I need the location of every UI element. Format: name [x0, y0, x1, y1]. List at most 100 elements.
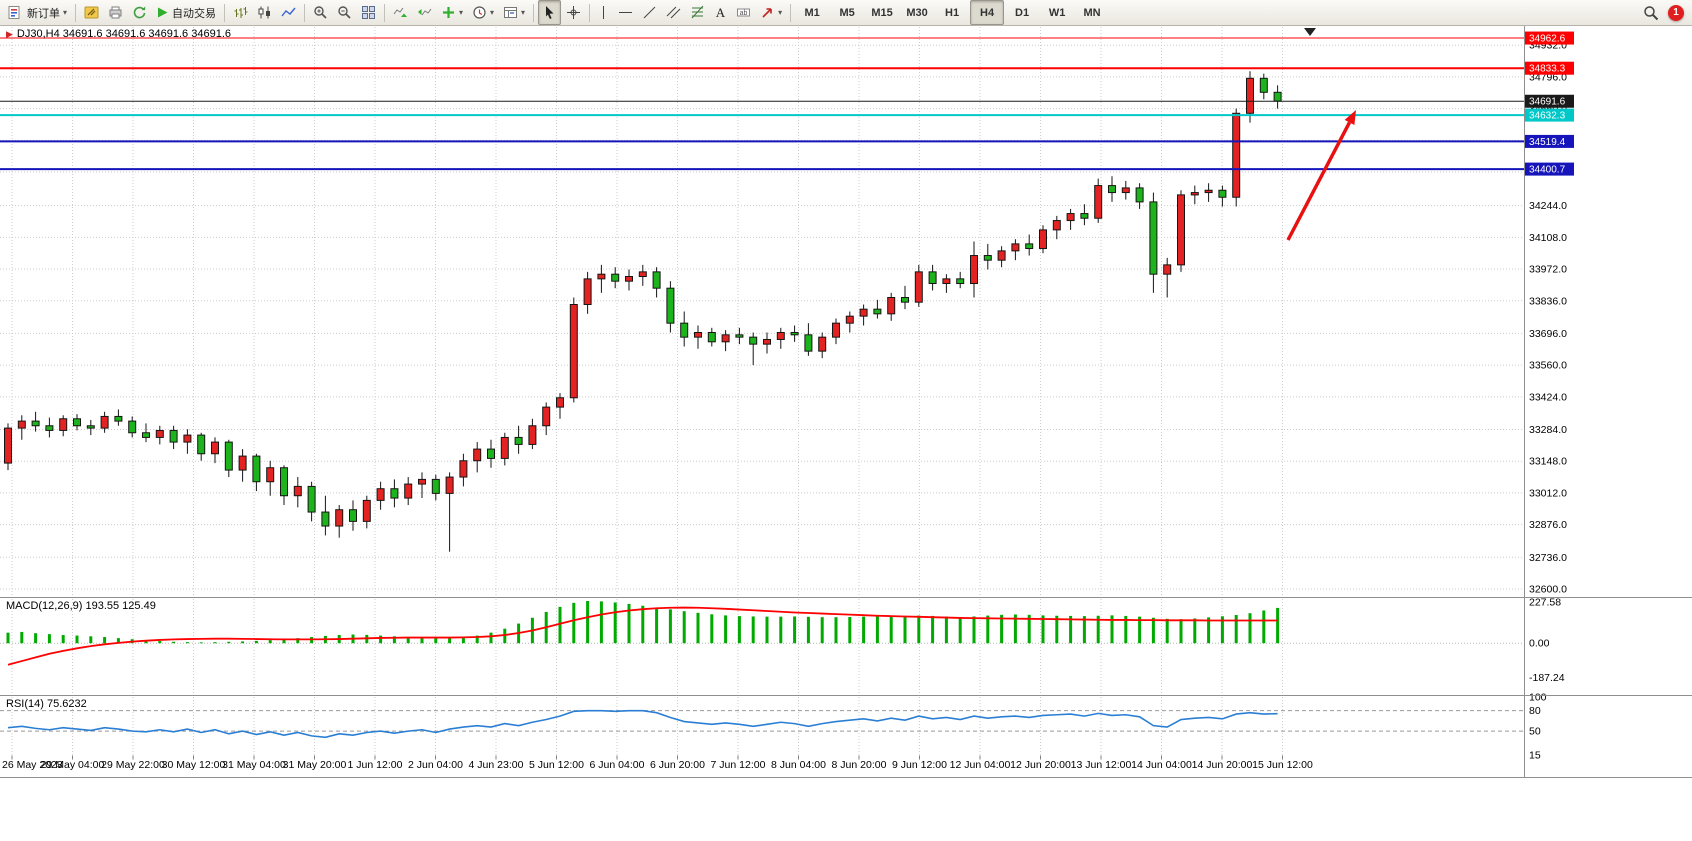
arrow-head	[1344, 110, 1356, 125]
zoom-out-icon	[338, 6, 351, 19]
candle-down	[804, 334, 813, 352]
candle-up	[211, 441, 219, 455]
candle-up	[1121, 187, 1130, 194]
symbol-info-text: DJ30,H4 34691.6 34691.6 34691.6 34691.6	[16, 28, 231, 40]
svg-text:34632.3: 34632.3	[1529, 111, 1566, 122]
one-click-trading-icon[interactable]: ▶	[6, 28, 13, 39]
candle-down	[1149, 201, 1158, 275]
candle-up	[887, 297, 896, 315]
bar-chart-button[interactable]	[229, 0, 252, 25]
notification-badge[interactable]: 1	[1668, 4, 1684, 21]
svg-text:33836.0: 33836.0	[1529, 295, 1567, 307]
metaeditor-button[interactable]	[80, 0, 103, 25]
indicators-add-icon	[443, 7, 455, 18]
timeframe-m15-button[interactable]: M15	[871, 6, 893, 19]
zoom-out-button[interactable]	[333, 0, 356, 25]
candle-up	[1094, 185, 1103, 219]
chart-canvas[interactable]: 34932.034796.034660.034524.034388.034244…	[0, 25, 1692, 841]
candle-down	[431, 478, 440, 494]
candle-down	[307, 485, 316, 513]
autotrading-button[interactable]: 自动交易	[152, 0, 220, 25]
svg-text:12 Jun 20:00: 12 Jun 20:00	[1010, 759, 1071, 771]
separator	[304, 3, 306, 22]
search-button[interactable]	[1639, 0, 1663, 25]
autotrading-label: 自动交易	[172, 7, 217, 20]
svg-text:14 Jun 20:00: 14 Jun 20:00	[1192, 759, 1253, 771]
equidistant-channel-icon	[666, 6, 681, 19]
crosshair-tool-button[interactable]	[562, 0, 585, 25]
fibonacci-tool-button[interactable]	[686, 0, 709, 25]
auto-scroll-button[interactable]	[389, 0, 412, 25]
candle-up	[17, 420, 26, 429]
text-label-icon: ab	[737, 8, 751, 17]
chart-shift-icon	[418, 8, 432, 16]
svg-text:33972.0: 33972.0	[1529, 264, 1567, 276]
svg-text:6 Jun 20:00: 6 Jun 20:00	[650, 759, 705, 771]
print-button[interactable]	[104, 0, 127, 25]
timeframe-m5-button[interactable]: M5	[839, 6, 855, 19]
timeframe-d1-button[interactable]: D1	[1015, 6, 1030, 19]
metaeditor-icon	[84, 6, 99, 19]
new-order-button[interactable]: 新订单 ▾	[4, 0, 71, 25]
candle-down	[390, 488, 399, 499]
zoom-in-icon	[314, 6, 327, 19]
zoom-in-button[interactable]	[309, 0, 332, 25]
candle-up	[335, 509, 344, 527]
text-tool-button[interactable]: A	[710, 0, 731, 25]
timeframe-h4-button[interactable]: H4	[970, 0, 1005, 25]
periods-button[interactable]: ▾	[468, 0, 498, 25]
svg-text:14 Jun 04:00: 14 Jun 04:00	[1131, 759, 1192, 771]
label-tool-button[interactable]: ab	[732, 0, 755, 25]
candle-up	[362, 499, 371, 522]
svg-text:33148.0: 33148.0	[1529, 456, 1567, 468]
cursor-tool-button[interactable]	[538, 0, 562, 25]
candle-down	[707, 331, 716, 343]
arrow-tool-icon	[762, 8, 772, 18]
notifications-button[interactable]: 1	[1664, 0, 1688, 25]
trendline-tool-button[interactable]	[638, 0, 661, 25]
candle-up	[1204, 189, 1213, 194]
candle-down	[224, 441, 233, 471]
tile-windows-button[interactable]	[357, 0, 380, 25]
candle-down	[956, 278, 965, 285]
macd-signal-line	[7, 606, 1278, 666]
chart-shift-button[interactable]	[413, 0, 436, 25]
candle-up	[293, 485, 302, 497]
candle-down	[1259, 77, 1268, 93]
candle-down	[873, 308, 882, 315]
templates-button[interactable]: ▾	[499, 0, 529, 25]
candle-up	[418, 478, 426, 485]
timeframe-mn-button[interactable]: MN	[1083, 6, 1101, 19]
timeframe-m30-button[interactable]: M30	[906, 6, 928, 19]
macd-panel: 227.58 0.00 -187.24	[0, 596, 1565, 684]
vertical-line-tool-button[interactable]	[594, 0, 613, 25]
svg-text:6 Jun 04:00: 6 Jun 04:00	[590, 759, 645, 771]
svg-text:100: 100	[1529, 692, 1547, 704]
rsi-indicator-label: RSI(14) 75.6232	[6, 698, 87, 710]
channel-tool-button[interactable]	[662, 0, 685, 25]
price-level-lines[interactable]: 34962.6 34833.3 34691.6 34632.3 34519.4 34400…	[0, 31, 1574, 176]
timeframe-m1-button[interactable]: M1	[804, 6, 820, 19]
candle-down	[514, 436, 523, 445]
indicators-button[interactable]: ▾	[437, 0, 467, 25]
timeframe-h1-button[interactable]: H1	[945, 6, 960, 19]
line-chart-button[interactable]	[277, 0, 300, 25]
horizontal-line-tool-button[interactable]	[614, 0, 637, 25]
svg-text:50: 50	[1529, 726, 1541, 738]
candle-up	[1190, 192, 1199, 196]
price-tag-box	[1525, 162, 1574, 176]
refresh-button[interactable]	[128, 0, 151, 25]
candle-down	[901, 297, 909, 303]
new-order-icon	[8, 6, 20, 19]
svg-text:31 May 20:00: 31 May 20:00	[283, 759, 347, 771]
trendline-icon	[643, 6, 656, 19]
candle-down	[1218, 189, 1227, 198]
arrow-tools-button[interactable]: ▾	[756, 0, 786, 25]
candlestick-chart-button[interactable]	[253, 0, 276, 25]
price-tag-box	[1525, 31, 1574, 45]
candle-down	[928, 271, 937, 285]
trend-arrow-annotation[interactable]	[1286, 110, 1356, 241]
timeframe-w1-button[interactable]: W1	[1048, 6, 1066, 19]
